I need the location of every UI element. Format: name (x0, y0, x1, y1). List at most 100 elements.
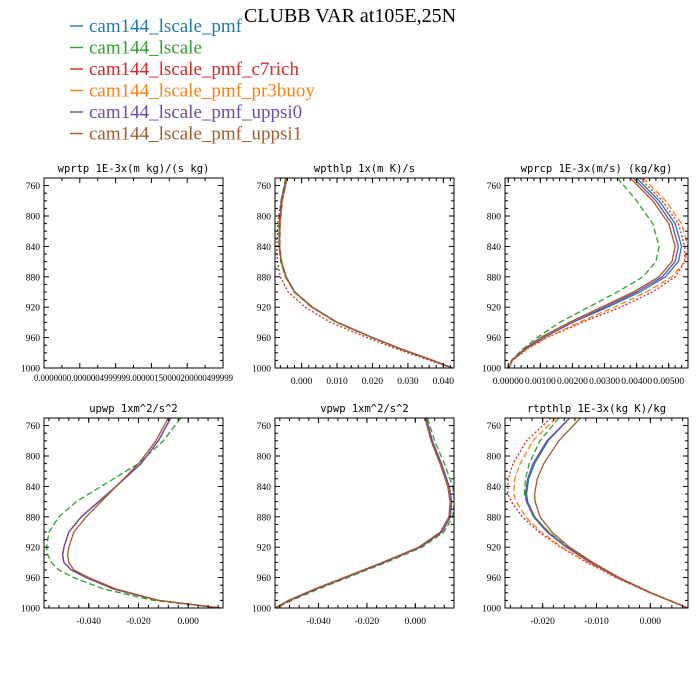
y-tick-label: 960 (26, 334, 41, 344)
legend-label: cam144_lscale_pmf_c7rich (89, 59, 299, 80)
series-line (278, 178, 453, 368)
series-line (508, 178, 680, 368)
panels: wprtp 1E-3x(m kg)/(s kg) 760 800 840 880 920 9… (21, 163, 689, 627)
y-tick-label: 920 (257, 304, 272, 314)
y-tick-label: 880 (487, 513, 502, 523)
x-tick-label: 0.00100 (525, 377, 556, 387)
series-line (62, 418, 221, 608)
y-tick-label: 960 (487, 574, 502, 584)
plot-frame (504, 177, 689, 369)
y-tick-label: 880 (26, 273, 41, 283)
series-line (512, 418, 688, 608)
series-line (45, 418, 221, 608)
x-tick-label: -0.020 (355, 617, 380, 627)
x-tick-label: 0.010 (326, 377, 348, 387)
y-tick-label: 960 (487, 334, 502, 344)
y-tick-label: 1000 (21, 605, 40, 615)
y-tick-label: 960 (26, 574, 41, 584)
x-tick-label: 0.020 (362, 377, 384, 387)
legend-label: cam144_lscale_pmf_uppsi0 (89, 102, 302, 123)
panel-3: wprcp 1E-3x(m/s) (kg/kg) 760 800 840 880 920 9… (482, 163, 689, 387)
figure-title: CLUBB VAR at105E,25N (244, 5, 456, 27)
x-tick-label: -0.040 (306, 617, 331, 627)
x-tick-labels: 0.0000000.0000004999999.0000015000020000… (34, 374, 233, 384)
series-line (523, 418, 688, 608)
series-line (275, 418, 453, 608)
series-line (507, 418, 688, 608)
series-line (275, 418, 453, 608)
x-tick-label: 0.00000 (493, 377, 524, 387)
panel-1: wprtp 1E-3x(m kg)/(s kg) 760 800 840 880 920 9… (21, 163, 233, 384)
panel-title: wpthlp 1x(m K)/s (314, 163, 415, 175)
series-line (508, 178, 676, 368)
y-tick-label: 880 (257, 513, 272, 523)
legend-item: cam144_lscale (70, 38, 202, 59)
y-tick-label: 800 (26, 453, 41, 463)
legend-item: cam144_lscale_pmf (70, 16, 243, 37)
series-line (508, 178, 686, 368)
series-line (66, 418, 221, 608)
y-tick-label: 1000 (482, 605, 501, 615)
x-tick-label: 0.00500 (653, 377, 684, 387)
series-line (278, 178, 453, 368)
legend-item: cam144_lscale_pmf_uppsi0 (70, 102, 302, 123)
x-tick-label: 0.000 (640, 617, 662, 627)
y-tick-label: 800 (26, 213, 41, 223)
plot-frame (43, 417, 224, 609)
legend-item: cam144_lscale_pmf_uppsi1 (70, 124, 302, 145)
y-tick-label: 1000 (482, 365, 501, 375)
plot-frame (274, 177, 455, 369)
series-line (508, 178, 688, 368)
series-group (508, 178, 688, 368)
panel-4: upwp 1xm^2/s^2 760 800 840 880 920 960 1000 -0.0… (21, 403, 224, 627)
series-group (276, 178, 453, 368)
series-group (45, 418, 221, 608)
series-line (275, 418, 453, 608)
series-line (508, 178, 683, 368)
panel-6: rtpthlp 1E-3x(kg K)/kg 760 800 840 880 920 960… (482, 403, 689, 627)
panel-title: vpwp 1xm^2/s^2 (320, 403, 409, 415)
y-tick-label: 760 (487, 422, 502, 432)
series-line (524, 418, 688, 608)
y-tick-label: 840 (487, 483, 502, 493)
y-tick-label: 840 (257, 243, 272, 253)
plot-frame (274, 417, 455, 609)
y-tick-label: 960 (257, 574, 272, 584)
series-line (508, 178, 660, 368)
x-tick-label: 0.00400 (621, 377, 652, 387)
y-tick-label: 920 (487, 304, 502, 314)
panel-2: wpthlp 1x(m K)/s 760 800 840 880 920 960 1000 0.… (252, 163, 455, 387)
series-line (279, 178, 453, 368)
y-tick-label: 800 (257, 213, 272, 223)
y-tick-label: 920 (26, 544, 41, 554)
legend-item: cam144_lscale_pmf_pr3buoy (70, 81, 315, 102)
y-tick-label: 760 (257, 182, 272, 192)
series-line (278, 178, 453, 368)
y-tick-label: 840 (26, 483, 41, 493)
y-tick-label: 920 (257, 544, 272, 554)
y-tick-label: 1000 (21, 365, 40, 375)
panel-title: rtpthlp 1E-3x(kg K)/kg (527, 403, 666, 415)
y-tick-label: 880 (257, 273, 272, 283)
y-tick-label: 960 (257, 334, 272, 344)
y-tick-label: 880 (487, 273, 502, 283)
y-tick-label: 840 (26, 243, 41, 253)
y-tick-label: 880 (26, 513, 41, 523)
panel-title: upwp 1xm^2/s^2 (89, 403, 178, 415)
plot-frame (43, 177, 224, 369)
series-line (275, 418, 454, 608)
y-tick-label: 800 (257, 453, 272, 463)
series-line (275, 418, 453, 608)
series-group (275, 418, 454, 608)
legend-label: cam144_lscale_pmf_pr3buoy (89, 81, 315, 102)
panel-title: wprcp 1E-3x(m/s) (kg/kg) (521, 163, 673, 175)
x-tick-label: -0.020 (126, 617, 151, 627)
x-tick-label: 0.000 (178, 617, 200, 627)
x-tick-label: 0.000 (405, 617, 427, 627)
y-tick-label: 840 (487, 243, 502, 253)
x-tick-label: -0.010 (584, 617, 609, 627)
series-line (533, 418, 688, 608)
series-line (525, 418, 688, 608)
series-group (507, 418, 688, 608)
y-tick-label: 760 (26, 182, 41, 192)
